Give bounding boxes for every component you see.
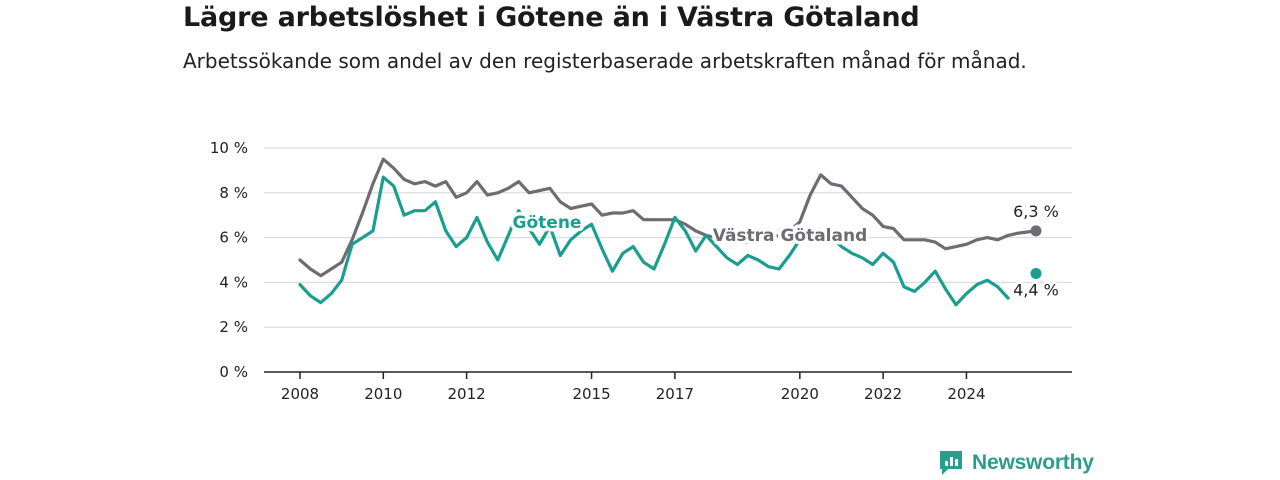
series-line	[298, 157, 1038, 278]
series-end-point	[1030, 267, 1042, 279]
end-value-label: 6,3 %	[1013, 202, 1059, 221]
series-label: Götene	[513, 213, 582, 233]
series-label: Västra Götaland	[713, 226, 868, 246]
end-value-label-halo: 6,3 %	[1013, 202, 1059, 221]
x-tick-label: 2010	[364, 385, 402, 403]
newsworthy-logo-icon	[940, 451, 962, 475]
brand-name: Newsworthy	[972, 451, 1094, 474]
y-tick-label: 4 %	[219, 273, 248, 291]
x-tick-label: 2024	[947, 385, 985, 403]
grid-lines	[264, 147, 1072, 373]
x-axis-ticks: 2008 2010 2012 2015 2017 2020 2022 2024	[281, 372, 986, 403]
y-tick-label: 10 %	[210, 139, 248, 157]
y-tick-label: 2 %	[219, 318, 248, 336]
series-end-point	[1030, 225, 1042, 237]
x-tick-label: 2012	[448, 385, 486, 403]
end-value-label-halo: 4,4 %	[1013, 280, 1059, 299]
line-chart: 0 % 2 % 4 % 6 % 8 % 10 % 2008 2010 2012 2015 2017…	[210, 139, 1072, 403]
x-tick-label: 2022	[864, 385, 902, 403]
chart-subtitle: Arbetssökande som andel av den registerb…	[183, 49, 1027, 73]
series-label-halo: Västra Götaland	[713, 226, 868, 246]
y-tick-label: 8 %	[219, 184, 248, 202]
x-tick-label: 2017	[656, 385, 694, 403]
chart-title: Lägre arbetslöshet i Götene än i Västra …	[183, 2, 920, 33]
series-line	[298, 175, 1010, 307]
x-tick-label: 2020	[781, 385, 819, 403]
x-tick-label: 2008	[281, 385, 319, 403]
brand-logo: Newsworthy	[938, 449, 1094, 477]
series-label-halo: Götene	[513, 213, 582, 233]
y-tick-label: 6 %	[219, 229, 248, 247]
y-tick-label: 0 %	[219, 363, 248, 381]
x-tick-label: 2015	[572, 385, 610, 403]
y-axis-ticks: 0 % 2 % 4 % 6 % 8 % 10 %	[210, 139, 248, 381]
end-value-label: 4,4 %	[1013, 280, 1059, 299]
series-lines	[298, 157, 1042, 307]
